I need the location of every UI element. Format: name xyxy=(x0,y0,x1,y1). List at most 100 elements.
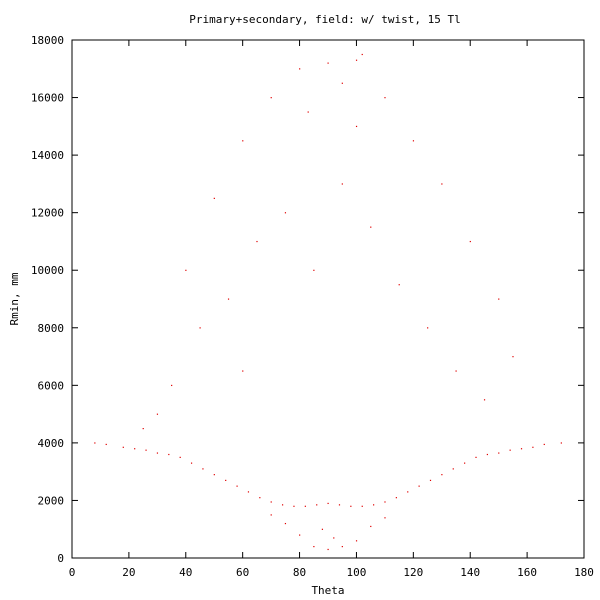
data-point xyxy=(281,504,284,506)
data-point xyxy=(483,399,486,401)
data-point xyxy=(213,197,215,199)
data-point xyxy=(313,545,315,548)
data-point xyxy=(361,53,363,56)
data-point xyxy=(313,269,315,271)
data-point xyxy=(341,183,343,185)
data-point xyxy=(429,479,432,481)
data-point xyxy=(486,453,488,456)
data-point xyxy=(341,545,343,548)
data-point xyxy=(532,446,534,448)
data-point xyxy=(350,505,352,507)
data-point xyxy=(338,504,341,506)
data-point xyxy=(284,522,287,525)
data-point xyxy=(293,505,295,507)
data-point xyxy=(498,298,500,300)
data-point xyxy=(247,491,250,493)
data-point xyxy=(384,501,386,503)
data-point xyxy=(464,462,466,464)
y-tick-label: 12000 xyxy=(31,207,64,220)
data-point xyxy=(441,183,443,185)
data-point xyxy=(412,140,415,142)
data-point xyxy=(142,428,144,430)
data-point xyxy=(236,485,238,487)
y-tick-label: 10000 xyxy=(31,264,64,277)
data-point xyxy=(543,443,545,446)
data-points xyxy=(94,53,562,551)
data-point xyxy=(321,528,324,530)
x-tick-label: 80 xyxy=(293,566,306,579)
data-point xyxy=(407,491,409,493)
plot-frame xyxy=(71,39,585,559)
y-tick-label: 18000 xyxy=(31,34,64,47)
data-point xyxy=(185,269,187,271)
data-point xyxy=(498,452,500,454)
y-tick-label: 8000 xyxy=(38,322,65,335)
data-point xyxy=(441,474,443,476)
data-point xyxy=(213,474,215,476)
x-tick-label: 140 xyxy=(460,566,480,579)
data-point xyxy=(134,448,136,450)
y-tick-label: 2000 xyxy=(38,494,65,507)
data-point xyxy=(355,59,358,61)
data-point xyxy=(512,356,514,358)
x-tick-label: 160 xyxy=(517,566,537,579)
x-tick-label: 180 xyxy=(574,566,594,579)
y-tick-label: 14000 xyxy=(31,149,64,162)
data-point xyxy=(256,240,258,243)
data-point xyxy=(202,468,204,470)
data-point xyxy=(327,502,329,505)
data-point xyxy=(242,370,244,372)
data-point xyxy=(145,449,147,451)
data-point xyxy=(373,504,375,506)
data-point xyxy=(469,240,471,243)
data-point xyxy=(259,497,261,499)
data-point xyxy=(270,514,272,516)
data-point xyxy=(395,497,397,499)
data-point xyxy=(316,504,318,506)
data-point xyxy=(475,456,477,458)
x-axis: 0 20 40 60 80 100 120 140 160 180 xyxy=(69,40,594,579)
data-point xyxy=(333,537,335,539)
data-point xyxy=(427,327,429,329)
y-axis: 0 2000 4000 6000 8000 10000 12000 14000 16000 180… xyxy=(31,34,584,565)
data-point xyxy=(156,452,159,454)
y-tick-label: 16000 xyxy=(31,92,64,105)
data-point xyxy=(384,517,386,519)
data-point xyxy=(520,448,523,450)
data-point xyxy=(509,449,511,451)
data-point xyxy=(105,443,107,446)
data-point xyxy=(398,284,400,286)
data-point xyxy=(171,384,173,387)
data-point xyxy=(304,505,306,507)
data-point xyxy=(284,212,287,214)
data-point xyxy=(94,442,96,444)
data-point xyxy=(355,540,358,542)
y-tick-label: 6000 xyxy=(38,379,65,392)
x-tick-label: 120 xyxy=(403,566,423,579)
data-point xyxy=(370,525,372,528)
data-point xyxy=(156,413,159,415)
data-point xyxy=(327,548,329,551)
data-point xyxy=(242,140,244,142)
y-tick-label: 0 xyxy=(57,552,64,565)
x-tick-label: 40 xyxy=(179,566,192,579)
data-point xyxy=(452,468,454,470)
data-point xyxy=(122,446,124,448)
data-point xyxy=(560,442,562,444)
data-point xyxy=(270,501,272,503)
data-point xyxy=(199,327,201,329)
data-point xyxy=(307,111,309,113)
data-point xyxy=(225,479,227,481)
x-tick-label: 20 xyxy=(122,566,135,579)
x-tick-label: 60 xyxy=(236,566,249,579)
data-point xyxy=(455,370,457,372)
chart-title: Primary+secondary, field: w/ twist, 15 T… xyxy=(189,13,461,26)
x-tick-label: 0 xyxy=(69,566,76,579)
data-point xyxy=(370,226,372,228)
data-point xyxy=(355,125,358,128)
data-point xyxy=(361,505,363,507)
data-point xyxy=(270,97,272,99)
data-point xyxy=(327,62,329,64)
data-point xyxy=(341,82,343,84)
